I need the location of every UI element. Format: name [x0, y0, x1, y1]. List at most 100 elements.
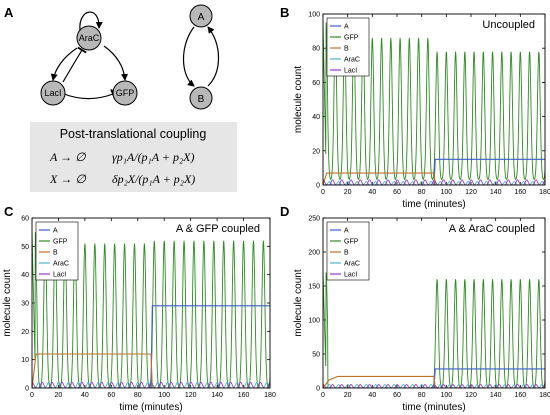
series-line-b — [323, 375, 545, 388]
panel-d: D 0 20 40 60 80 100 120 140 160 180 0 50 100 150 200 25… — [280, 204, 550, 413]
node-laci — [40, 80, 66, 106]
y-tick-label: 0 — [25, 386, 29, 393]
x-tick-label: 160 — [238, 392, 250, 399]
y-tick-label: 100 — [308, 318, 320, 325]
y-axis-title: molecule count — [293, 269, 304, 336]
series-line-b — [323, 172, 545, 185]
y-tick-label: 50 — [312, 352, 320, 359]
coupling-box-title: Post-translational coupling — [60, 127, 207, 141]
series-line-b — [32, 353, 270, 388]
panel-annotation: Uncoupled — [482, 19, 535, 31]
legend-label-arac: AraC — [344, 57, 360, 64]
legend-label-laci: LacI — [53, 272, 66, 279]
x-axis-title: time (minutes) — [402, 199, 465, 210]
node-gfp — [112, 80, 138, 106]
reaction-2-lhs: X → ∅ — [49, 172, 86, 186]
x-tick-label: 20 — [55, 392, 63, 399]
y-tick-label: 60 — [312, 80, 320, 87]
panel-annotation: A & GFP coupled — [176, 223, 260, 235]
reaction-2-rate: δp₂X/(p₁A + p₂X) — [112, 172, 195, 186]
y-tick-label: 150 — [308, 284, 320, 291]
x-tick-label: 60 — [393, 189, 401, 196]
plot-area — [32, 232, 270, 388]
panel-letter-d: D — [280, 204, 289, 219]
node-a — [189, 4, 213, 28]
x-tick-label: 160 — [514, 392, 526, 399]
legend-box — [326, 17, 370, 77]
arac-self-loop — [79, 11, 103, 31]
coupling-box: Post-translational coupling A → ∅ γp₁A/(… — [30, 122, 237, 192]
x-tick-label: 100 — [440, 189, 452, 196]
panel-letter-b: B — [280, 5, 289, 20]
y-tick-label: 100 — [308, 12, 320, 19]
plot-frame — [31, 217, 271, 389]
legend-label-b: B — [53, 250, 58, 257]
legend-label-laci: LacI — [344, 272, 357, 279]
x-tick-label: 180 — [264, 392, 276, 399]
legend-label-arac: AraC — [53, 261, 69, 268]
legend-box — [35, 221, 79, 281]
x-tick-label: 120 — [185, 392, 197, 399]
x-tick-label: 40 — [81, 392, 89, 399]
edge-b-a — [207, 26, 219, 87]
legend-label-gfp: GFP — [344, 35, 359, 42]
node-b — [189, 86, 213, 110]
x-axis-title: time (minutes) — [119, 402, 182, 413]
legend-label-a: A — [53, 228, 58, 235]
edge-a-b — [183, 26, 195, 87]
legend-label-a: A — [344, 228, 349, 235]
y-tick-label: 10 — [21, 357, 29, 364]
reaction-1-rate: γp₁A/(p₁A + p₂X) — [112, 150, 194, 164]
legend-label-a: A — [344, 24, 349, 31]
edge-arac-gfp — [103, 45, 128, 81]
y-tick-label: 20 — [312, 148, 320, 155]
x-tick-label: 0 — [321, 189, 325, 196]
legend-box — [326, 221, 370, 281]
x-tick-label: 80 — [418, 392, 426, 399]
x-tick-label: 20 — [344, 189, 352, 196]
panel-c: C 0 20 40 60 80 100 120 140 160 180 0 10 20 30 40 50 60 t… — [2, 204, 276, 413]
panel-letter-c: C — [4, 204, 14, 219]
y-tick-label: 80 — [312, 46, 320, 53]
legend-label-laci: LacI — [344, 68, 357, 75]
y-axis-title: molecule count — [293, 66, 304, 133]
x-tick-label: 80 — [418, 189, 426, 196]
x-tick-label: 80 — [134, 392, 142, 399]
x-tick-label: 100 — [158, 392, 170, 399]
x-tick-label: 0 — [321, 392, 325, 399]
y-axis-title: molecule count — [2, 269, 13, 336]
legend-label-gfp: GFP — [344, 239, 359, 246]
plot-area — [323, 272, 545, 388]
series-line-gfp — [323, 22, 545, 181]
x-tick-label: 120 — [465, 392, 477, 399]
x-tick-label: 120 — [465, 189, 477, 196]
edge-laci-gfp — [63, 88, 116, 100]
repressilator-network: AraC LacI GFP — [40, 11, 138, 106]
node-b-label: B — [198, 94, 205, 105]
x-tick-label: 140 — [490, 392, 502, 399]
y-tick-label: 60 — [21, 216, 29, 223]
y-tick-label: 0 — [316, 183, 320, 190]
x-tick-label: 180 — [539, 189, 550, 196]
legend-label-b: B — [344, 46, 349, 53]
series-line-a — [323, 158, 545, 185]
x-tick-label: 160 — [514, 189, 526, 196]
legend-label-arac: AraC — [344, 261, 360, 268]
plot-frame — [322, 217, 546, 389]
legend-label-gfp: GFP — [53, 239, 68, 246]
series-line-gfp — [323, 272, 545, 388]
series-line-a — [32, 305, 270, 388]
x-tick-label: 40 — [368, 392, 376, 399]
node-arac — [76, 25, 102, 51]
ab-pair-diagram: A B — [183, 4, 219, 110]
y-tick-label: 30 — [21, 301, 29, 308]
x-tick-label: 140 — [211, 392, 223, 399]
x-tick-label: 140 — [490, 189, 502, 196]
edge-arac-laci — [50, 47, 78, 81]
coupling-box-background — [30, 122, 237, 192]
y-tick-label: 250 — [308, 216, 320, 223]
y-tick-label: 40 — [312, 114, 320, 121]
node-arac-label: AraC — [79, 33, 100, 43]
node-gfp-label: GFP — [116, 88, 135, 98]
